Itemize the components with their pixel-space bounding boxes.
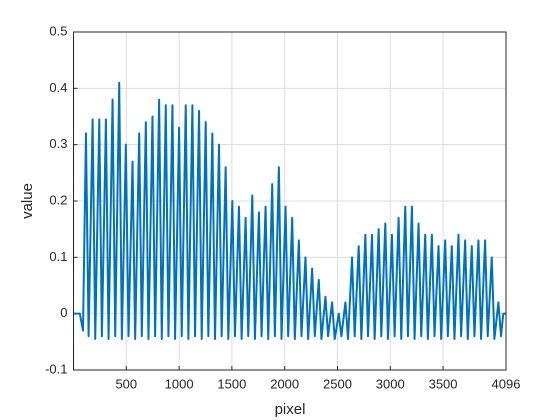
data-line: [73, 81, 506, 341]
y-tick-label: 0.2: [49, 192, 67, 207]
x-tick-label: 2500: [323, 376, 352, 391]
x-tick-label: 4096: [492, 376, 521, 391]
y-tick-label: 0.5: [49, 23, 67, 38]
x-tick-label: 1500: [217, 376, 246, 391]
x-tick-label: 3500: [429, 376, 458, 391]
y-tick-label: 0.4: [49, 80, 67, 95]
x-tick-label: 3000: [376, 376, 405, 391]
y-tick-label: -0.1: [45, 361, 67, 376]
x-tick-label: 500: [115, 376, 137, 391]
y-axis-label: value: [19, 183, 36, 219]
x-axis-label: pixel: [275, 401, 306, 418]
x-tick-label: 2000: [270, 376, 299, 391]
plot-frame: [73, 31, 507, 371]
x-tick-label: 1000: [165, 376, 194, 391]
y-tick-label: 0.1: [49, 249, 67, 264]
y-tick-label: 0: [60, 305, 67, 320]
y-tick-label: 0.3: [49, 136, 67, 151]
